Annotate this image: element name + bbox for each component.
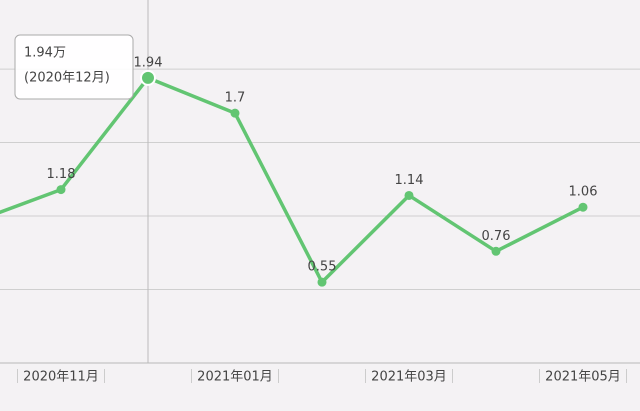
point <box>317 277 327 287</box>
x-tick-label: 2021年05月 <box>545 370 621 385</box>
tooltip-box <box>14 34 134 100</box>
line <box>0 76 584 284</box>
data-label: 1.7 <box>225 91 246 106</box>
point <box>56 185 66 195</box>
point <box>230 108 240 118</box>
tooltip: 1.94万 (2020年12月) <box>14 34 134 100</box>
data-label: 1.18 <box>47 167 76 182</box>
data-label: 0.55 <box>308 260 337 275</box>
point <box>140 69 156 86</box>
x-tick-label: 2021年03月 <box>371 370 447 385</box>
tooltip-value: 1.94万 <box>24 46 66 61</box>
point <box>578 202 588 212</box>
data-label: 1.06 <box>569 185 598 200</box>
data-label: 1.94 <box>134 55 163 70</box>
point <box>404 190 414 200</box>
data-label: 0.76 <box>482 229 511 244</box>
x-tick-label: 2021年01月 <box>197 370 273 385</box>
data-label: 1.14 <box>395 173 424 188</box>
point <box>491 246 501 256</box>
tooltip-category: (2020年12月) <box>24 71 110 86</box>
x-tick-label: 2020年11月 <box>23 370 99 385</box>
